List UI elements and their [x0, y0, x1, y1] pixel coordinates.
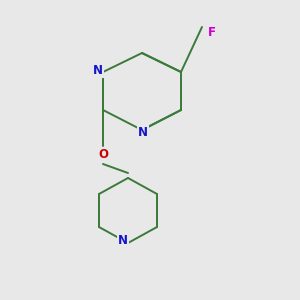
Text: N: N: [118, 235, 128, 248]
Text: N: N: [93, 64, 103, 77]
Text: O: O: [98, 148, 108, 161]
Text: N: N: [138, 125, 148, 139]
Text: F: F: [208, 26, 216, 38]
